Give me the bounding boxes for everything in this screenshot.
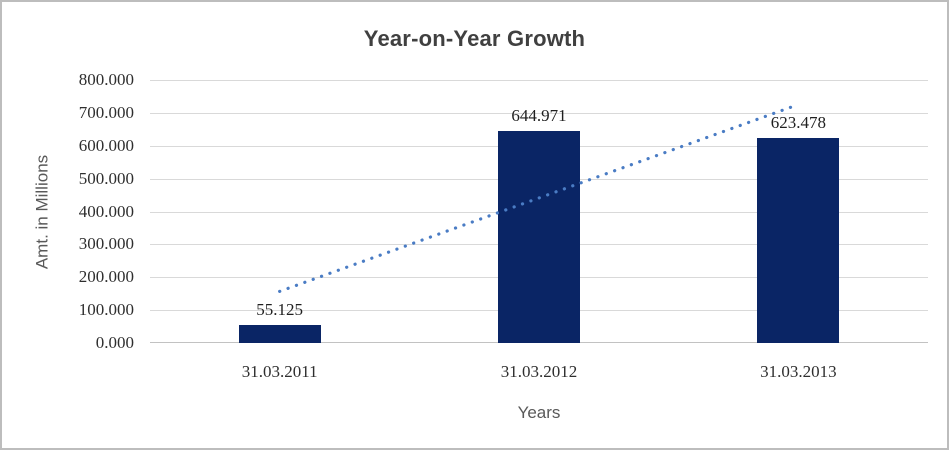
x-tick-label: 31.03.2011 bbox=[241, 362, 318, 381]
y-tick-label: 400.000 bbox=[78, 201, 134, 221]
plot-area: 55.125 644.971 623.478 bbox=[150, 80, 928, 343]
y-tick-label: 600.000 bbox=[78, 135, 134, 155]
gridline bbox=[150, 80, 928, 81]
data-label: 644.971 bbox=[511, 105, 567, 125]
bar-31.03.2012[interactable] bbox=[498, 130, 580, 343]
y-tick-label: 700.000 bbox=[78, 102, 134, 122]
y-tick-label: 0.000 bbox=[95, 333, 134, 352]
y-tick-label: 200.000 bbox=[78, 267, 134, 287]
x-axis-title: Years bbox=[517, 403, 561, 422]
x-tick-label: 31.03.2013 bbox=[760, 362, 837, 381]
y-tick-label: 500.000 bbox=[78, 168, 134, 188]
data-label: 55.125 bbox=[256, 299, 304, 319]
trendline-path bbox=[278, 102, 800, 293]
bars-layer bbox=[150, 80, 928, 343]
bar-31.03.2011[interactable] bbox=[238, 324, 321, 343]
trendline bbox=[278, 102, 800, 293]
data-label: 623.478 bbox=[770, 113, 826, 133]
y-tick-label: 300.000 bbox=[78, 234, 134, 254]
gridline bbox=[150, 112, 928, 114]
y-tick-label: 100.000 bbox=[78, 300, 134, 320]
chart-title: Year-on-Year Growth bbox=[363, 26, 586, 51]
x-tick-label: 31.03.2012 bbox=[500, 362, 578, 381]
y-tick-label: 800.000 bbox=[78, 70, 134, 89]
bar-31.03.2013[interactable] bbox=[757, 138, 840, 343]
